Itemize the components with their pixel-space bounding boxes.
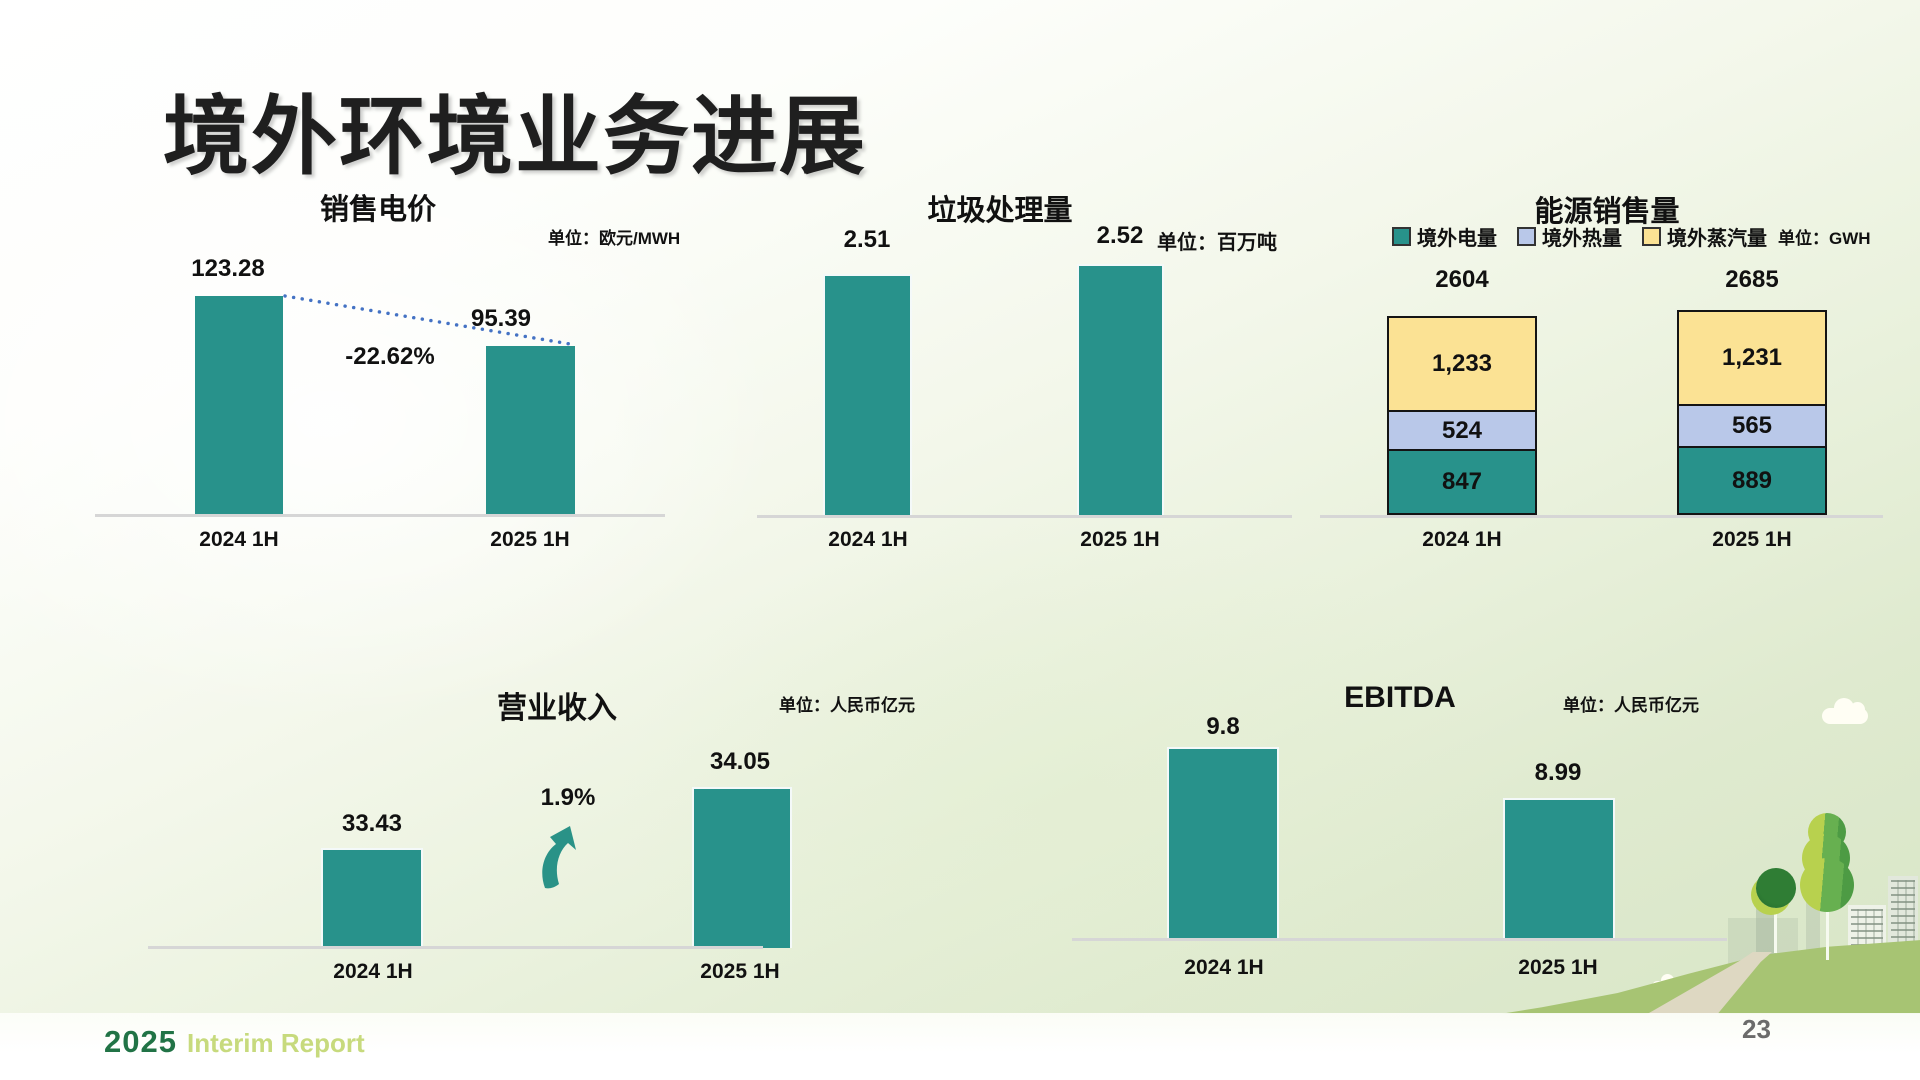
segment-heat-2025: 565 [1677, 404, 1827, 448]
chart1-value-2024: 123.28 [191, 255, 265, 282]
chart4-unit-label: 单位：人民币亿元 [779, 696, 915, 715]
heat-swatch-icon [1517, 227, 1536, 246]
chart5-bar-2024 [1167, 747, 1279, 940]
chart4-bar-2024 [321, 848, 423, 948]
electricity-swatch-icon [1392, 227, 1411, 246]
chart4-value-2025: 34.05 [709, 748, 771, 775]
chart4-change-label: 1.9% [540, 784, 596, 811]
chart5-category-2024: 2024 1H [1184, 956, 1264, 979]
segment-value: 524 [1441, 416, 1483, 444]
legend-label: 境外电量 [1417, 228, 1497, 250]
page-number: 23 [1742, 1014, 1771, 1044]
segment-value: 889 [1731, 466, 1773, 494]
chart2-bar-2025 [1077, 264, 1164, 517]
chart5-bar-2025 [1503, 798, 1615, 940]
legend-label: 境外蒸汽量 [1667, 228, 1767, 250]
chart1-category-2025: 2025 1H [490, 528, 570, 551]
chart1-unit-label: 单位：欧元/MWH [548, 229, 681, 248]
footer-strip [0, 1013, 1920, 1080]
footer-report-label: Interim Report [186, 1028, 365, 1058]
steam-swatch-icon [1642, 227, 1661, 246]
tree-icon [1756, 868, 1796, 908]
decline-dotted-line [283, 294, 578, 347]
page-title: 境外环境业务进展 [163, 89, 867, 185]
chart3-stacked-bar-2025: 889 565 1,231 [1677, 310, 1827, 515]
chart5-title: EBITDA [1344, 681, 1456, 714]
segment-electricity-2024: 847 [1387, 449, 1537, 515]
chart3-legend: 境外电量 境外热量 境外蒸汽量 [1392, 222, 1767, 251]
chart1-change-label: -22.62% [345, 343, 435, 370]
chart1-title: 销售电价 [319, 194, 437, 226]
segment-value: 1,233 [1431, 350, 1493, 377]
footer-logo: 2025 Interim Report [104, 1024, 365, 1060]
legend-item-heat: 境外热量 [1517, 222, 1622, 251]
chart2-unit-label: 单位：百万吨 [1157, 232, 1277, 254]
chart3-x-axis [1320, 515, 1883, 518]
chart5-value-2025: 8.99 [1534, 759, 1582, 786]
tree-trunk [1774, 895, 1777, 953]
chart3-total-2025: 2685 [1725, 266, 1779, 293]
chart3-category-2024: 2024 1H [1422, 528, 1502, 551]
chart5-value-2024: 9.8 [1206, 713, 1240, 740]
chart1-bar-2025 [486, 346, 575, 516]
legend-item-electricity: 境外电量 [1392, 222, 1497, 251]
chart1-category-2024: 2024 1H [199, 528, 279, 551]
chart5-unit-label: 单位：人民币亿元 [1563, 696, 1699, 715]
tree-icon [1800, 858, 1854, 912]
chart2-value-2024: 2.51 [843, 226, 891, 253]
chart2-bar-2024 [823, 274, 912, 517]
segment-value: 1,231 [1721, 344, 1783, 371]
chart2-category-2024: 2024 1H [828, 528, 908, 551]
chart3-total-2024: 2604 [1435, 266, 1489, 293]
segment-electricity-2025: 889 [1677, 446, 1827, 515]
segment-value: 565 [1731, 412, 1773, 439]
chart3-category-2025: 2025 1H [1712, 528, 1792, 551]
chart3-stacked-bar-2024: 847 524 1,233 [1387, 316, 1537, 515]
segment-heat-2024: 524 [1387, 410, 1537, 451]
chart1-value-2025: 95.39 [470, 305, 532, 332]
chart2-title: 垃圾处理量 [927, 195, 1073, 227]
legend-item-steam: 境外蒸汽量 [1642, 222, 1767, 251]
chart2-value-2025: 2.52 [1096, 222, 1144, 249]
chart5-x-axis [1072, 938, 1727, 941]
legend-label: 境外热量 [1542, 228, 1622, 250]
chart4-x-axis [148, 946, 763, 949]
chart1-x-axis [95, 514, 665, 517]
chart2-category-2025: 2025 1H [1080, 528, 1160, 551]
chart1-bar-2024 [195, 296, 283, 516]
segment-steam-2024: 1,233 [1387, 316, 1537, 412]
chart2-x-axis [757, 515, 1292, 518]
chart5-category-2025: 2025 1H [1518, 956, 1598, 979]
chart4-category-2025: 2025 1H [700, 960, 780, 983]
growth-arrow-icon [542, 826, 576, 889]
chart4-value-2024: 33.43 [341, 810, 403, 837]
chart3-unit-label: 单位：GWH [1778, 229, 1871, 248]
chart4-bar-2025 [692, 787, 792, 948]
chart4-category-2024: 2024 1H [333, 960, 413, 983]
segment-steam-2025: 1,231 [1677, 310, 1827, 406]
chart4-title: 营业收入 [497, 692, 617, 725]
segment-value: 847 [1441, 468, 1483, 495]
footer-year: 2025 [104, 1024, 177, 1059]
chart3-title: 能源销售量 [1534, 196, 1680, 228]
